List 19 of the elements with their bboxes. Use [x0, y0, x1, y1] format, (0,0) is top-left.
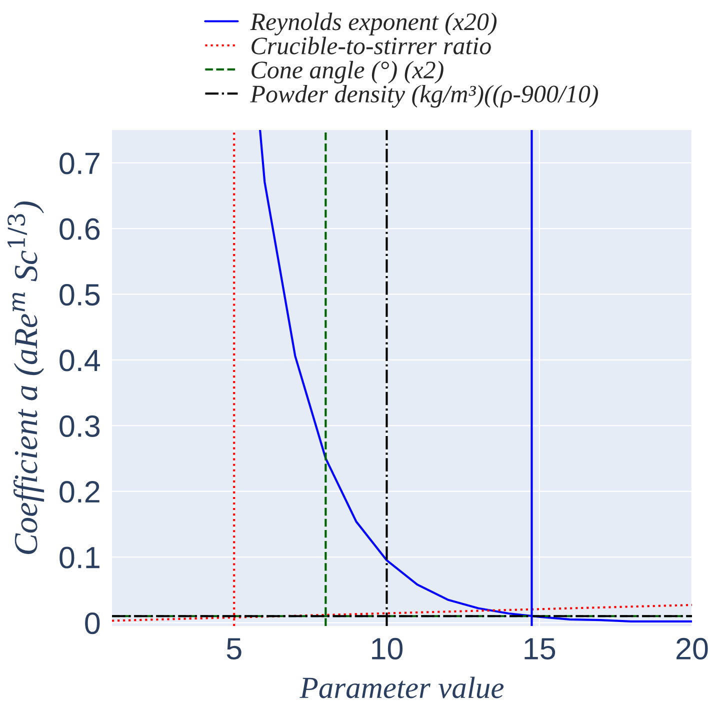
legend-label: Reynolds exponent (x20) [250, 12, 497, 36]
y-tick-label: 0.7 [60, 152, 100, 174]
y-tick-label: 0 [85, 612, 100, 634]
x-tick-label: 10 [372, 638, 403, 660]
y-tick-label: 0.2 [60, 481, 100, 503]
y-axis-title: Coefficient a (aRe$^{m}$ Sc$^{1/3}$) [8, 201, 44, 554]
y-tick-label: 0.5 [60, 284, 100, 306]
legend-label: Cone angle (°) (x2) [252, 60, 444, 84]
line-series [259, 130, 692, 622]
legend-label: Powder density (kg/m³)((ρ-900/10) [250, 84, 598, 108]
y-tick-label: 0.4 [60, 350, 100, 372]
x-tick-label: 15 [524, 638, 556, 660]
y-tick-label: 0.3 [60, 415, 100, 437]
y-tick-label: 0.6 [60, 218, 100, 240]
x-tick-label: 5 [226, 638, 242, 660]
y-tick-label: 0.1 [60, 546, 100, 568]
x-tick-label: 20 [676, 638, 708, 660]
legend-label: Crucible-to-stirrer ratio [252, 36, 491, 54]
x-axis-title: Parameter value [300, 676, 504, 698]
